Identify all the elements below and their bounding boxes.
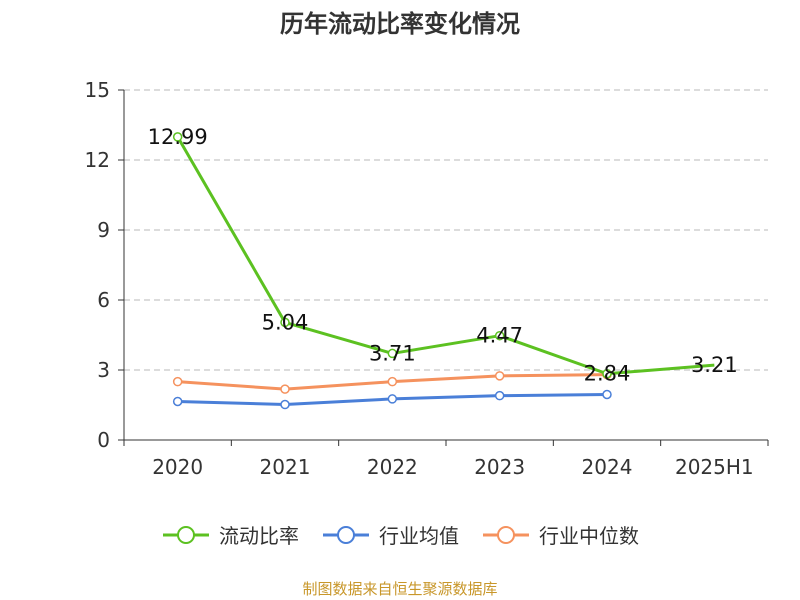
legend-label: 流动比率: [219, 524, 299, 548]
y-tick-label: 0: [97, 428, 110, 452]
legend-item[interactable]: 行业中位数: [481, 520, 639, 549]
legend-swatch-icon: [163, 525, 209, 544]
legend-item[interactable]: 行业均值: [321, 520, 459, 549]
y-tick-label: 9: [97, 218, 110, 242]
legend-swatch-icon: [323, 525, 369, 544]
data-label: 4.47: [476, 324, 523, 348]
legend-swatch-icon: [483, 525, 529, 544]
series-line: [176, 136, 715, 376]
data-point: [280, 384, 290, 394]
legend-item[interactable]: 流动比率: [161, 520, 299, 549]
legend-label: 行业均值: [379, 524, 459, 548]
x-tick-label: 2025H1: [675, 455, 754, 479]
data-point: [387, 348, 398, 359]
y-tick-label: 6: [97, 288, 110, 312]
grid-lines: [124, 89, 768, 371]
data-point: [387, 394, 398, 404]
legend-label: 行业中位数: [539, 524, 639, 548]
series-lines: [172, 132, 715, 410]
data-label: 3.71: [369, 341, 416, 365]
data-point: [172, 376, 183, 387]
legend: 流动比率 行业均值 行业中位数: [0, 520, 800, 549]
data-label: 5.04: [262, 310, 309, 334]
data-point: [602, 368, 612, 379]
data-label: 2.84: [584, 362, 631, 386]
data-point: [494, 330, 505, 341]
x-tick-label: 2021: [260, 455, 311, 479]
y-tick-label: 3: [97, 358, 110, 382]
x-tick-label: 2020: [152, 455, 203, 479]
x-tick-label: 2022: [367, 455, 418, 479]
data-point: [280, 399, 290, 410]
data-point: [387, 376, 398, 387]
y-tick-label: 12: [85, 148, 110, 172]
data-point: [602, 389, 612, 400]
chart-title: 历年流动比率变化情况: [280, 10, 520, 38]
data-point: [280, 317, 290, 328]
data-label: 12.99: [148, 125, 208, 149]
data-label: 3.21: [691, 353, 738, 377]
y-tick-label: 15: [85, 78, 110, 102]
data-point: [494, 371, 505, 381]
x-tick-label: 2024: [582, 455, 633, 479]
data-labels: 12.99 5.04 3.71 4.47 2.84 3.21: [148, 125, 738, 386]
axes: 0 3 6 9 12 15 2020 2021 2022 2023 2024 2025H1: [85, 78, 769, 479]
x-tick-label: 2023: [474, 455, 525, 479]
data-point: [172, 396, 183, 407]
source-note: 制图数据来自恒生聚源数据库: [302, 580, 498, 598]
data-point: [172, 132, 183, 142]
data-point: [494, 390, 505, 401]
